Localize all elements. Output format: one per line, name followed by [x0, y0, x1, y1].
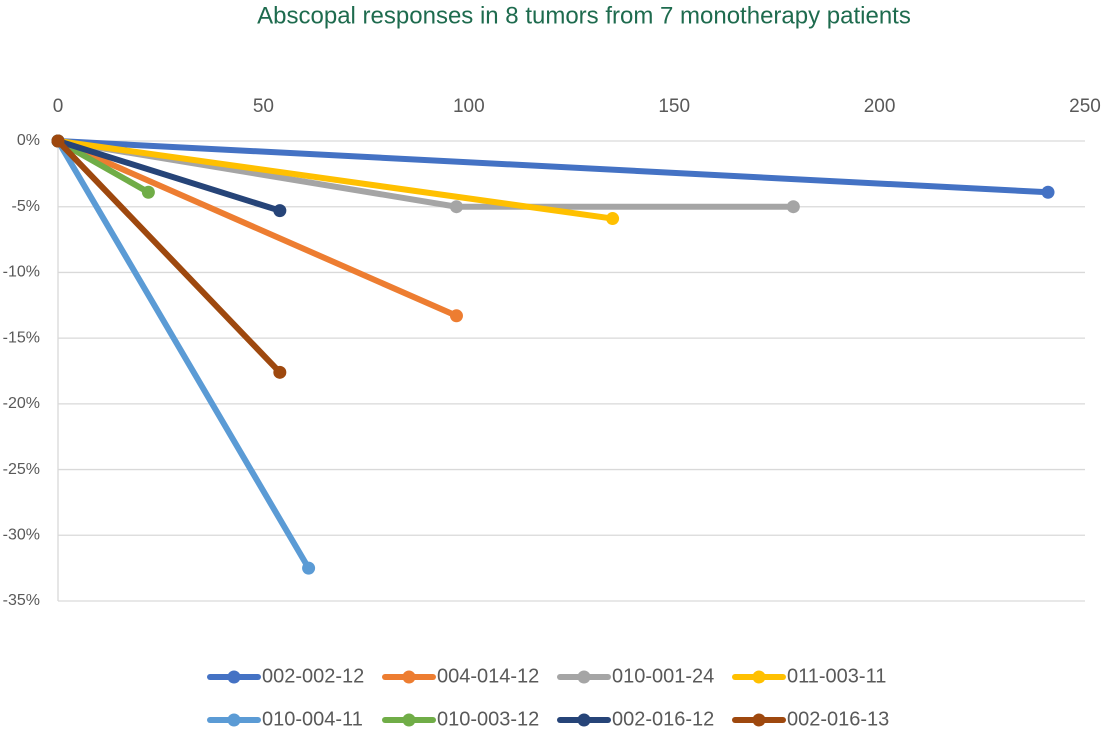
legend-label: 010-003-12 — [437, 708, 539, 730]
chart-title: Abscopal responses in 8 tumors from 7 mo… — [257, 2, 911, 29]
data-point — [302, 561, 316, 575]
data-point — [51, 134, 65, 148]
legend-label: 011-003-11 — [787, 665, 886, 687]
x-tick-label: 100 — [453, 96, 485, 117]
legend-label: 002-002-12 — [262, 665, 364, 687]
y-tick-label: -30% — [3, 527, 40, 544]
y-tick-label: -5% — [12, 198, 40, 215]
legend-marker — [227, 713, 241, 727]
y-tick-label: -10% — [3, 264, 40, 281]
data-point — [786, 200, 800, 214]
series-line — [55, 138, 1052, 196]
y-tick-label: 0% — [17, 132, 40, 149]
legend-marker — [402, 713, 416, 727]
series-line — [55, 138, 283, 376]
legend-label: 010-001-24 — [612, 665, 714, 687]
legend-marker — [577, 713, 591, 727]
legend-marker — [752, 670, 766, 684]
data-point — [606, 212, 620, 226]
data-point — [1041, 185, 1055, 199]
data-point — [141, 185, 155, 199]
legend-label: 010-004-11 — [262, 708, 363, 730]
y-tick-label: -20% — [3, 395, 40, 412]
x-tick-label: 200 — [864, 96, 896, 117]
y-tick-label: -35% — [3, 592, 40, 609]
x-tick-label: 150 — [658, 96, 690, 117]
y-tick-label: -15% — [3, 329, 40, 346]
legend-marker — [402, 670, 416, 684]
legend-marker — [577, 670, 591, 684]
data-point — [273, 204, 287, 218]
legend-label: 002-016-13 — [787, 708, 889, 730]
legend-marker — [752, 713, 766, 727]
series-line — [55, 138, 312, 572]
x-tick-label: 0 — [53, 96, 64, 117]
legend-label: 002-016-12 — [612, 708, 714, 730]
x-tick-label: 250 — [1069, 96, 1101, 117]
data-point — [273, 365, 287, 379]
series-line — [55, 138, 283, 214]
data-point — [449, 200, 463, 214]
series-line — [55, 138, 460, 319]
y-tick-label: -25% — [3, 461, 40, 478]
data-point — [449, 309, 463, 323]
series-line — [55, 138, 152, 196]
legend-marker — [227, 670, 241, 684]
series-line — [55, 138, 616, 222]
x-tick-label: 50 — [253, 96, 274, 117]
legend-label: 004-014-12 — [437, 665, 539, 687]
